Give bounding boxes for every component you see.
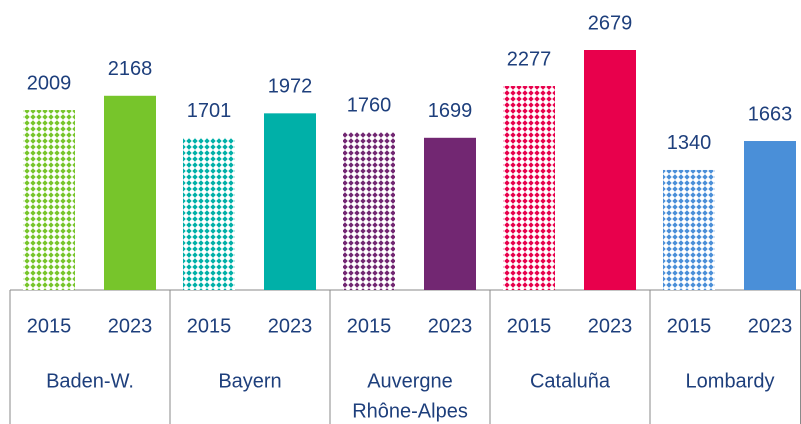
bar <box>503 86 555 291</box>
bar <box>424 137 476 290</box>
bar <box>183 137 235 290</box>
bar <box>23 110 75 290</box>
year-label: 2015 <box>187 315 232 337</box>
year-label: 2015 <box>347 315 392 337</box>
year-label: 2023 <box>108 315 153 337</box>
value-label: 1972 <box>268 76 313 98</box>
bar <box>584 50 636 290</box>
category-label: Bayern <box>218 370 281 392</box>
bar <box>264 113 316 290</box>
value-label: 1699 <box>428 100 473 122</box>
year-label: 2015 <box>507 315 552 337</box>
value-label: 1760 <box>347 95 392 117</box>
category-label: Baden-W. <box>46 370 134 392</box>
category-label: Rhône-Alpes <box>352 400 468 422</box>
category-label: Lombardy <box>686 370 775 392</box>
year-label: 2015 <box>667 315 712 337</box>
value-label: 2009 <box>27 72 72 94</box>
value-label: 2168 <box>108 58 153 80</box>
bar <box>104 95 156 290</box>
category-label: Cataluña <box>530 370 611 392</box>
value-label: 1701 <box>187 100 232 122</box>
year-label: 2023 <box>428 315 473 337</box>
category-label: Auvergne <box>367 370 453 392</box>
value-label: 1340 <box>667 132 712 154</box>
year-label: 2023 <box>588 315 633 337</box>
year-label: 2023 <box>268 315 313 337</box>
value-label: 2679 <box>588 12 633 34</box>
value-label: 1663 <box>748 103 793 125</box>
year-label: 2015 <box>27 315 72 337</box>
bar <box>663 169 715 290</box>
bar <box>744 141 796 290</box>
bar <box>343 132 395 290</box>
value-label: 2277 <box>507 48 552 70</box>
year-label: 2023 <box>748 315 793 337</box>
